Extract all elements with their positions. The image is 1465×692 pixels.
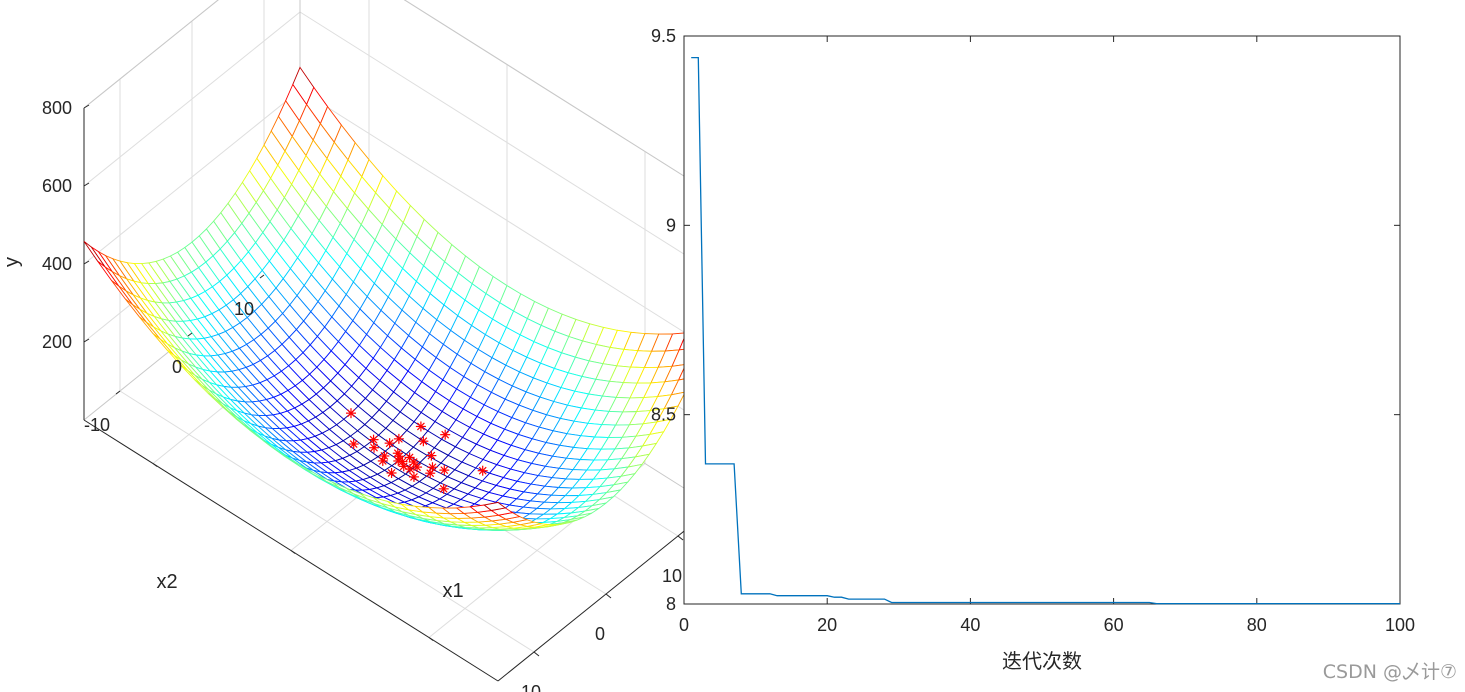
back-wall-grid-line xyxy=(299,89,715,352)
sample-points xyxy=(346,408,488,494)
x2-tick-mark xyxy=(115,390,121,395)
sample-point-star xyxy=(394,451,405,462)
sample-point-star xyxy=(427,462,438,473)
z-tick-mark xyxy=(83,182,90,187)
sample-point-star xyxy=(408,471,419,482)
sample-point-star xyxy=(440,429,451,440)
side-wall-grid-line xyxy=(83,11,301,187)
back-wall-grid-line xyxy=(299,11,715,274)
x2-tick-label: 10 xyxy=(234,299,254,319)
sample-point-star xyxy=(348,439,359,450)
csdn-watermark: CSDN @乄计⑦ xyxy=(1322,661,1457,683)
x-tick-label: 80 xyxy=(1247,615,1267,635)
y-tick-label: 8.5 xyxy=(651,405,676,425)
side-wall-grid-line xyxy=(83,89,301,265)
z-tick-mark xyxy=(83,338,90,343)
sample-point-star xyxy=(379,450,390,461)
x2-axis-label: x2 xyxy=(156,571,177,593)
x-tick-label: 40 xyxy=(960,615,980,635)
z-tick-label: 600 xyxy=(42,176,72,196)
x2-tick-mark xyxy=(187,332,193,337)
x2-tick-label: -10 xyxy=(84,415,110,435)
x1-tick-mark xyxy=(677,535,684,541)
sample-point-star xyxy=(408,457,419,468)
z-tick-label: 400 xyxy=(42,254,72,274)
x1-tick-mark xyxy=(290,550,296,554)
y-tick-label: 9.5 xyxy=(651,26,676,46)
x-tick-label: 60 xyxy=(1104,615,1124,635)
x1-tick-label: 10 xyxy=(662,566,682,586)
sample-point-star xyxy=(369,442,380,453)
x1-tick-label: 0 xyxy=(595,624,605,644)
sample-point-star xyxy=(418,436,429,447)
sample-point-star xyxy=(386,467,397,478)
box-edge xyxy=(403,0,715,196)
floor-grid-line xyxy=(119,390,535,653)
sample-point-star xyxy=(404,464,415,475)
plot-frame xyxy=(683,35,1401,605)
sample-point-star xyxy=(415,421,426,432)
fitness-line xyxy=(691,56,1400,605)
box-edge xyxy=(83,0,219,109)
sample-point-star xyxy=(438,483,449,494)
x2-tick-label: 0 xyxy=(172,357,182,377)
sample-point-star xyxy=(477,465,488,476)
x1-axis-label: x1 xyxy=(442,580,463,602)
x-tick-label: 20 xyxy=(817,615,837,635)
convergence-plot: 0 20 40 60 80 100 8 8.5 9 9.5 迭代次数 xyxy=(651,26,1415,673)
surface-plot-3d: 200 400 600 800 -10 0 10 -10 0 10 x1 x2 y xyxy=(1,0,715,692)
x-tick-label: 0 xyxy=(679,615,689,635)
surface-mesh xyxy=(83,66,715,531)
sample-point-star xyxy=(439,465,450,476)
sample-point-star xyxy=(377,455,388,466)
z-tick-mark xyxy=(83,104,90,109)
sample-point-star xyxy=(346,408,356,419)
x-tick-label: 100 xyxy=(1385,615,1415,635)
sample-point-star xyxy=(393,433,404,444)
x1-tick-mark xyxy=(428,637,434,641)
fitness-curve xyxy=(691,56,1400,605)
x2-tick-mark xyxy=(259,274,265,279)
sample-point-star xyxy=(384,438,395,449)
x1-tick-mark xyxy=(152,463,158,467)
z-tick-label: 200 xyxy=(42,332,72,352)
z-tick-label: 800 xyxy=(42,98,72,118)
y-tick-label: 8 xyxy=(666,594,676,614)
iteration-axis-label: 迭代次数 xyxy=(1002,649,1082,673)
y-tick-label: 9 xyxy=(666,215,676,235)
x1-tick-mark xyxy=(533,651,540,657)
y-axis-label: y xyxy=(1,257,23,267)
z-tick-mark xyxy=(83,260,90,265)
3d-tick-labels: 200 400 600 800 -10 0 10 -10 0 10 xyxy=(42,98,684,692)
x1-tick-label: -10 xyxy=(515,682,541,692)
x1-tick-mark xyxy=(605,593,612,599)
sample-point-star xyxy=(426,450,437,461)
surface-cell xyxy=(483,501,507,511)
line-plot-ticks: 0 20 40 60 80 100 8 8.5 9 9.5 xyxy=(651,26,1415,635)
